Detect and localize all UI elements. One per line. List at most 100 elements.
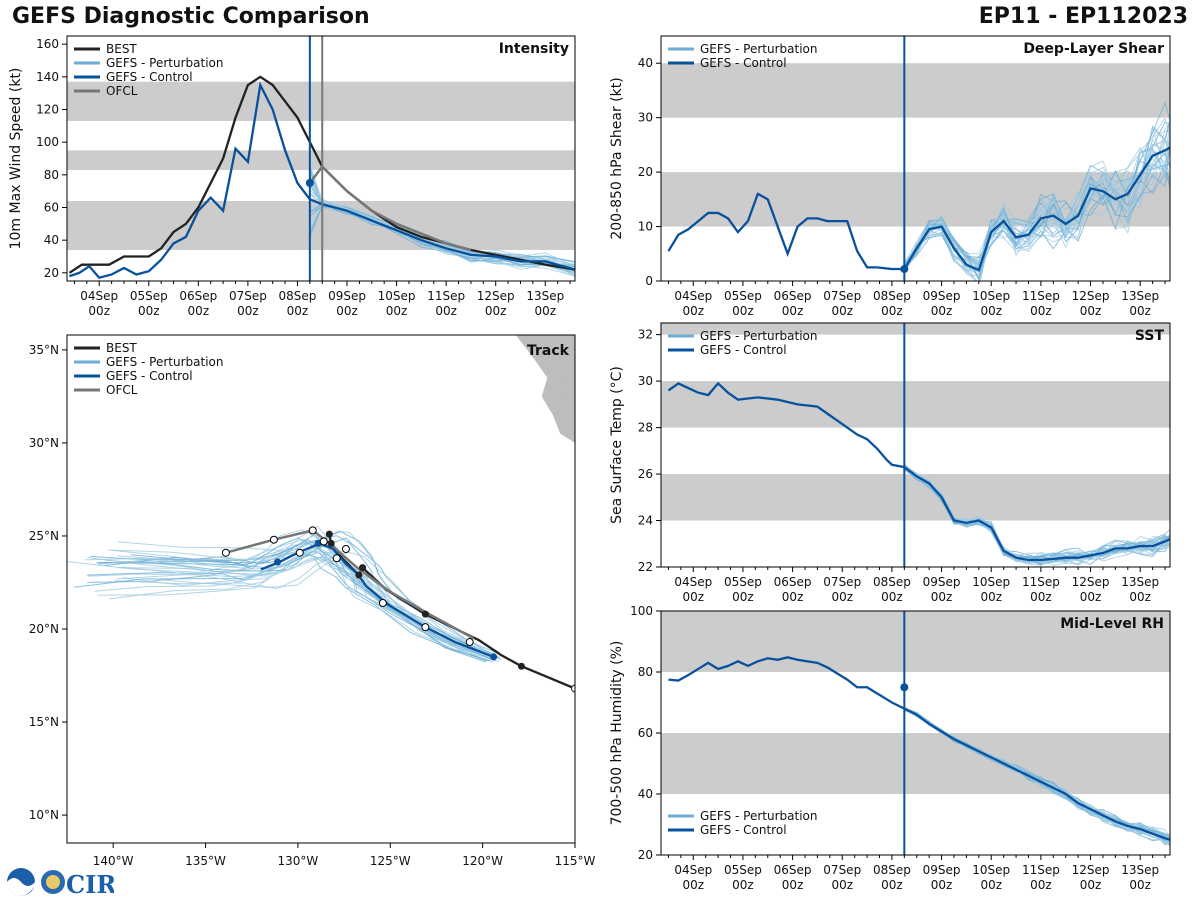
x-tick-label: 07Sep xyxy=(823,289,861,303)
y-tick-label: 160 xyxy=(36,37,59,51)
x-tick-label: 07Sep xyxy=(229,289,267,303)
x-tick-label: 00z xyxy=(1030,590,1052,604)
perturbation-member-line xyxy=(903,143,1170,279)
x-tick-label: 00z xyxy=(881,304,903,318)
best-fix-marker xyxy=(517,662,525,670)
x-tick-label: 00z xyxy=(1030,304,1052,318)
x-tick-label: 08Sep xyxy=(873,863,911,877)
y-tick-label: 10 xyxy=(638,220,653,234)
y-tick-label: 40 xyxy=(638,56,653,70)
control-track xyxy=(260,542,495,658)
x-tick-label: 00z xyxy=(980,878,1002,892)
control-line xyxy=(667,146,1170,272)
control-line xyxy=(668,656,1170,841)
control-open-marker xyxy=(465,638,474,647)
x-tick-label: 12Sep xyxy=(1072,289,1110,303)
axes-frame xyxy=(660,322,1171,568)
x-tick-label: 00z xyxy=(682,590,704,604)
x-tick-label: 00z xyxy=(88,304,110,318)
panel-shear: 01020304004Sep00z05Sep00z06Sep00z07Sep00… xyxy=(609,35,1171,318)
y-tick-label: 35°N xyxy=(29,343,59,357)
best-open-marker xyxy=(571,684,575,693)
perturbation-member-line xyxy=(903,130,1170,281)
x-tick-label: 135°W xyxy=(185,854,226,868)
x-tick-label: 12Sep xyxy=(477,289,515,303)
y-tick-label: 120 xyxy=(36,103,59,117)
threshold-band xyxy=(67,150,575,170)
init-marker xyxy=(900,265,909,274)
y-tick-label: 20 xyxy=(638,848,653,862)
legend-label: GEFS - Perturbation xyxy=(700,329,817,343)
y-tick-label: 20 xyxy=(44,266,59,280)
x-tick-label: 10Sep xyxy=(378,289,416,303)
y-tick-label: 22 xyxy=(638,560,653,574)
x-tick-label: 00z xyxy=(138,304,160,318)
perturbation-member-line xyxy=(903,122,1170,266)
land-mass xyxy=(515,335,575,518)
panel-sst: 22242628303204Sep00z05Sep00z06Sep00z07Se… xyxy=(609,322,1171,604)
y-tick-label: 100 xyxy=(36,135,59,149)
axes-frame xyxy=(660,35,1171,282)
x-tick-label: 13Sep xyxy=(1121,289,1159,303)
storm-id: EP11 - EP112023 xyxy=(978,4,1188,29)
x-tick-label: 04Sep xyxy=(674,863,712,877)
y-tick-label: 20°N xyxy=(29,622,59,636)
axes-frame xyxy=(66,35,576,282)
axes-frame xyxy=(66,334,576,844)
x-tick-label: 13Sep xyxy=(1121,863,1159,877)
plot-area-track xyxy=(67,335,575,693)
x-tick-label: 00z xyxy=(782,304,804,318)
best-track xyxy=(328,533,575,690)
control-open-marker xyxy=(421,623,430,632)
x-tick-label: 09Sep xyxy=(923,575,961,589)
legend-label: OFCL xyxy=(106,383,138,397)
plot-area-intensity xyxy=(67,36,575,281)
x-tick-label: 12Sep xyxy=(1072,863,1110,877)
y-axis-label: Sea Surface Temp (°C) xyxy=(609,366,625,524)
x-tick-label: 00z xyxy=(1030,878,1052,892)
x-tick-label: 06Sep xyxy=(774,289,812,303)
y-tick-label: 15°N xyxy=(29,715,59,729)
x-tick-label: 00z xyxy=(732,590,754,604)
y-tick-label: 30°N xyxy=(29,436,59,450)
threshold-band xyxy=(67,81,575,121)
x-tick-label: 00z xyxy=(881,878,903,892)
x-tick-label: 04Sep xyxy=(674,289,712,303)
legend-label: BEST xyxy=(106,341,137,355)
y-tick-label: 10°N xyxy=(29,808,59,822)
panel-title: Track xyxy=(527,343,570,359)
y-tick-label: 24 xyxy=(638,514,653,528)
x-tick-label: 04Sep xyxy=(80,289,118,303)
legend-label: GEFS - Control xyxy=(106,369,193,383)
x-tick-label: 00z xyxy=(980,590,1002,604)
x-tick-label: 11Sep xyxy=(1022,289,1060,303)
perturbation-member-line xyxy=(309,189,575,277)
control-line xyxy=(667,381,1170,562)
x-tick-label: 09Sep xyxy=(328,289,366,303)
x-tick-label: 06Sep xyxy=(774,575,812,589)
x-tick-label: 00z xyxy=(782,878,804,892)
legend-label: OFCL xyxy=(106,84,138,98)
y-tick-label: 40 xyxy=(638,787,653,801)
init-marker xyxy=(305,179,314,187)
ofcl-open-marker xyxy=(341,544,350,553)
control-open-marker xyxy=(378,598,387,607)
threshold-band xyxy=(661,733,1170,794)
x-tick-label: 00z xyxy=(931,304,953,318)
y-tick-label: 32 xyxy=(638,328,653,342)
x-tick-label: 00z xyxy=(1080,878,1102,892)
threshold-band xyxy=(661,323,1170,335)
control-open-marker xyxy=(295,548,304,557)
x-tick-label: 00z xyxy=(931,878,953,892)
panel-title: Mid-Level RH xyxy=(1060,616,1164,632)
control-open-marker xyxy=(332,554,341,563)
x-tick-label: 04Sep xyxy=(674,575,712,589)
ofcl-open-marker xyxy=(269,535,278,544)
y-tick-label: 28 xyxy=(638,421,653,435)
y-tick-label: 60 xyxy=(638,726,653,740)
y-tick-label: 20 xyxy=(638,165,653,179)
x-tick-label: 00z xyxy=(287,304,309,318)
y-tick-label: 100 xyxy=(630,604,653,618)
x-tick-label: 00z xyxy=(237,304,259,318)
